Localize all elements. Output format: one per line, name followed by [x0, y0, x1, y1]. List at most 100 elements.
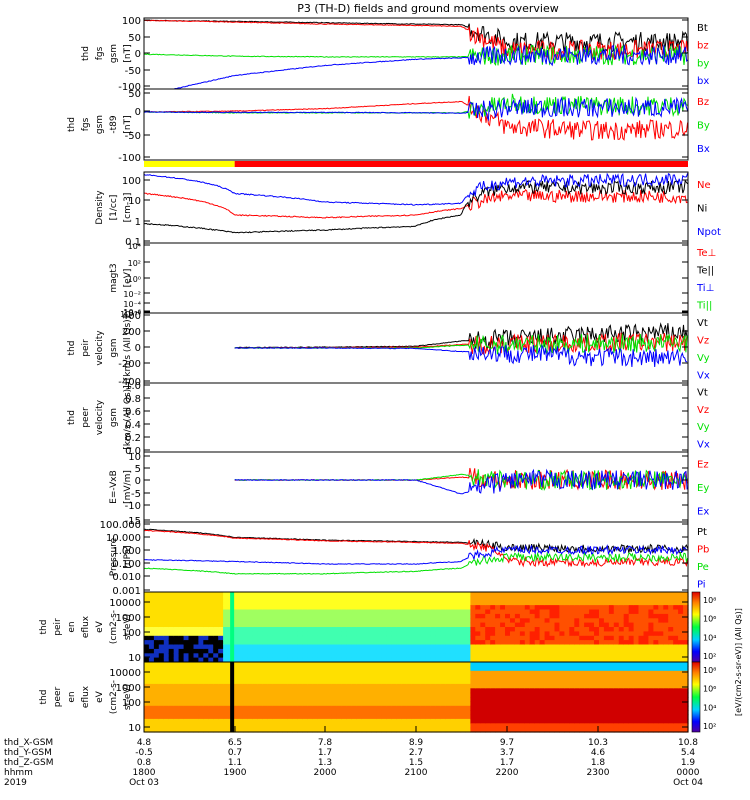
peir-eflux-cell — [490, 618, 496, 624]
peir-eflux-cell — [574, 640, 580, 646]
peer-eflux-cell — [262, 688, 269, 694]
peir-eflux-cell — [420, 640, 427, 646]
peir-eflux-cell — [391, 631, 397, 637]
peer-eflux-cell — [559, 727, 565, 733]
peir-eflux-cell — [435, 653, 442, 659]
peer-eflux-cell — [425, 688, 432, 694]
peir-eflux-cell — [148, 627, 155, 632]
peer-eflux-cell — [346, 662, 353, 667]
peir-eflux-cell — [213, 596, 219, 602]
peir-eflux-cell — [361, 613, 368, 619]
peir-eflux-cell — [450, 592, 457, 597]
peer-eflux-cell — [648, 714, 654, 720]
peir-eflux-cell — [257, 648, 264, 654]
peer-eflux-cell — [445, 727, 452, 733]
peer-eflux-cell — [440, 688, 447, 694]
peer-eflux-cell — [505, 670, 511, 676]
peer-eflux-cell — [574, 727, 580, 733]
peir-eflux-cell — [406, 596, 412, 602]
peir-eflux-cell — [381, 600, 387, 606]
legend-pt: Pt — [697, 527, 707, 538]
peer-eflux-cell — [218, 701, 224, 707]
peir-eflux-cell — [396, 627, 402, 632]
peer-eflux-cell — [450, 688, 457, 694]
peer-eflux-cell — [173, 683, 180, 689]
x-tick-label: 1.7 — [500, 758, 514, 768]
peer-eflux-cell — [579, 670, 585, 676]
peer-eflux-cell — [163, 710, 170, 716]
quality-flag-yellow — [144, 161, 235, 167]
y-tick-label: 200 — [122, 327, 141, 338]
peir-eflux-cell — [470, 596, 476, 602]
peir-eflux-cell — [203, 644, 209, 650]
peer-eflux-cell — [302, 710, 308, 716]
peer-eflux-cell — [638, 666, 644, 672]
peir-eflux-cell — [341, 653, 348, 659]
peir-eflux-cell — [148, 600, 155, 606]
peir-eflux-cell — [514, 648, 521, 654]
peir-eflux-cell — [435, 640, 442, 646]
peer-eflux-cell — [539, 692, 546, 698]
peer-eflux-cell — [252, 679, 259, 685]
peer-eflux-cell — [668, 714, 674, 720]
peir-eflux-cell — [336, 644, 343, 650]
peir-eflux-cell — [584, 631, 590, 637]
peer-eflux-cell — [495, 679, 501, 685]
peir-eflux-cell — [425, 613, 432, 619]
peer-eflux-cell — [514, 683, 521, 689]
peir-eflux-cell — [297, 635, 303, 641]
peer-eflux-cell — [510, 697, 516, 702]
peir-eflux-cell — [564, 592, 570, 597]
peir-eflux-cell — [648, 635, 654, 641]
peer-eflux-cell — [351, 723, 358, 729]
peer-eflux-cell — [440, 683, 447, 689]
peir-eflux-cell — [524, 640, 531, 646]
peir-eflux-cell — [663, 618, 669, 624]
peir-eflux-cell — [267, 596, 274, 602]
peer-eflux-cell — [599, 683, 605, 689]
peir-eflux-cell — [346, 596, 353, 602]
peir-eflux-cell — [673, 635, 679, 641]
peer-eflux-cell — [638, 662, 644, 667]
peir-eflux-cell — [386, 631, 392, 637]
peir-eflux-cell — [168, 644, 175, 650]
legend-bx: bx — [697, 76, 709, 87]
peer-eflux-cell — [500, 688, 506, 694]
peir-eflux-cell — [144, 596, 150, 602]
peer-eflux-cell — [678, 701, 684, 707]
peer-eflux-cell — [391, 670, 397, 676]
peer-eflux-cell — [460, 666, 466, 672]
peer-eflux-cell — [277, 683, 283, 689]
peer-eflux-cell — [564, 679, 570, 685]
peer-eflux-cell — [208, 714, 214, 720]
peir-eflux-cell — [158, 592, 165, 597]
peir-eflux-cell — [549, 605, 555, 611]
peir-eflux-cell — [569, 627, 575, 632]
peir-eflux-cell — [465, 644, 471, 650]
peer-eflux-cell — [529, 710, 536, 716]
peer-eflux-cell — [257, 710, 264, 716]
peer-eflux-cell — [648, 666, 654, 672]
peir-eflux-cell — [589, 657, 595, 663]
peer-eflux-cell — [584, 688, 590, 694]
peer-eflux-cell — [267, 710, 274, 716]
peir-eflux-cell — [668, 622, 674, 628]
peer-eflux-cell — [336, 675, 343, 681]
peir-eflux-cell — [203, 613, 209, 619]
peer-eflux-cell — [465, 679, 471, 685]
peir-eflux-cell — [505, 609, 511, 615]
peir-eflux-cell — [594, 631, 600, 637]
peir-eflux-cell — [475, 653, 481, 659]
peir-eflux-cell — [267, 592, 274, 597]
peer-eflux-cell — [282, 662, 288, 667]
peir-eflux-cell — [183, 609, 190, 615]
peer-eflux-cell — [559, 714, 565, 720]
peir-eflux-cell — [361, 618, 368, 624]
peir-eflux-cell — [406, 627, 412, 632]
peir-eflux-cell — [391, 618, 397, 624]
peer-eflux-cell — [371, 670, 377, 676]
peir-eflux-cell — [534, 640, 541, 646]
peer-eflux-cell — [599, 670, 605, 676]
peer-eflux-cell — [376, 670, 382, 676]
